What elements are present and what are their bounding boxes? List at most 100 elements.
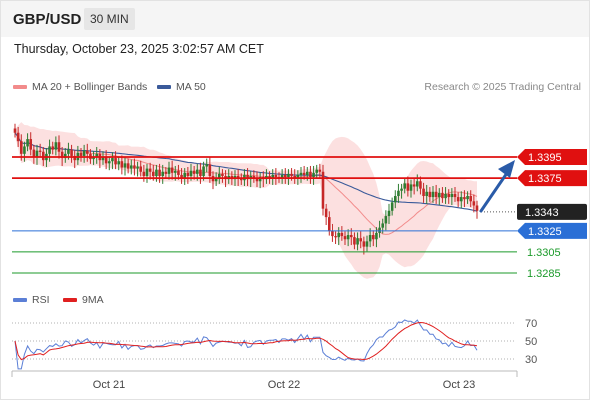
candle [378, 227, 381, 233]
candle [403, 183, 407, 189]
candle [51, 146, 55, 150]
timestamp: Thursday, October 23, 2025 3:02:57 AM CE… [14, 42, 264, 56]
candle [221, 173, 224, 176]
legend-ma20: MA 20 + Bollinger Bands [13, 81, 147, 93]
candle [29, 139, 33, 150]
projection-arrow [479, 171, 509, 213]
candle [324, 208, 328, 218]
candle [167, 167, 171, 174]
x-tick-label: Oct 22 [268, 379, 300, 391]
candle [35, 150, 39, 157]
candle [296, 174, 300, 179]
resistance-label: 1.3375 [528, 173, 562, 185]
support-label: 1.3285 [527, 268, 561, 280]
candle [400, 188, 403, 191]
ma20-swatch [13, 85, 27, 90]
candle [217, 173, 221, 179]
rsi-label: RSI [32, 294, 50, 306]
candle [349, 235, 353, 238]
candle [387, 210, 391, 217]
candle [79, 152, 83, 156]
candle [463, 197, 466, 200]
candle [356, 238, 359, 245]
candle [346, 235, 350, 240]
candle [246, 174, 249, 180]
candle [199, 169, 202, 176]
candle [431, 191, 435, 198]
candle [252, 175, 256, 179]
ma20-line [14, 132, 478, 235]
ma9-label: 9MA [82, 294, 104, 306]
candle [422, 188, 425, 197]
candle [283, 174, 287, 178]
candle [390, 202, 394, 211]
candle [145, 168, 149, 176]
candle [365, 241, 369, 247]
candle [13, 128, 17, 133]
candle [268, 175, 271, 179]
candle [381, 223, 385, 228]
candle [299, 172, 303, 175]
candle [239, 178, 243, 181]
ma9-swatch [63, 298, 77, 303]
candle [164, 171, 168, 174]
candle [129, 165, 133, 169]
candle [274, 174, 278, 178]
candle [384, 216, 388, 224]
candle [393, 196, 397, 203]
candle [92, 157, 95, 160]
candle [315, 169, 319, 173]
candle [136, 166, 139, 169]
legend-9ma: 9MA [63, 294, 104, 306]
candle [107, 161, 111, 164]
candle [415, 181, 419, 187]
candle [334, 236, 337, 238]
candle [170, 167, 174, 173]
candle [456, 197, 460, 202]
chart-header: GBP/USD 30 MIN [1, 1, 589, 37]
rsi-swatch [13, 298, 27, 303]
candle [16, 132, 20, 142]
candle [437, 192, 441, 198]
candle [255, 178, 259, 182]
candle [32, 149, 36, 157]
timeframe-button[interactable]: 30 MIN [84, 8, 135, 30]
candle [38, 150, 42, 152]
rsi-line [14, 319, 478, 370]
candle [205, 164, 209, 167]
candle [161, 171, 165, 176]
candle [114, 158, 117, 165]
candle [406, 183, 410, 191]
candle [142, 171, 146, 176]
pivot-badge [517, 222, 587, 239]
candle [444, 193, 447, 199]
candle [82, 150, 86, 156]
candle [117, 161, 121, 165]
candle [148, 168, 152, 172]
candle [123, 163, 127, 168]
candle [180, 174, 183, 179]
candle [428, 191, 432, 198]
candle [186, 172, 190, 176]
legend-rsi: RSI [13, 294, 50, 306]
candle [290, 173, 293, 176]
candle [183, 172, 187, 179]
candle [343, 236, 347, 240]
candle [271, 174, 275, 179]
candle [151, 171, 155, 176]
candle [441, 192, 444, 199]
candle [459, 197, 463, 202]
legend-ma50: MA 50 [157, 81, 206, 93]
candle [450, 193, 454, 198]
candle [434, 191, 438, 198]
support-label: 1.3305 [527, 247, 561, 259]
current-price-badge [517, 203, 587, 220]
candle [202, 166, 205, 176]
pivot-label: 1.3325 [528, 226, 562, 238]
ma50-swatch [157, 85, 171, 90]
candle [327, 217, 331, 231]
resistance-label: 1.3395 [528, 152, 562, 164]
credit-text: Research © 2025 Trading Central [424, 81, 581, 93]
